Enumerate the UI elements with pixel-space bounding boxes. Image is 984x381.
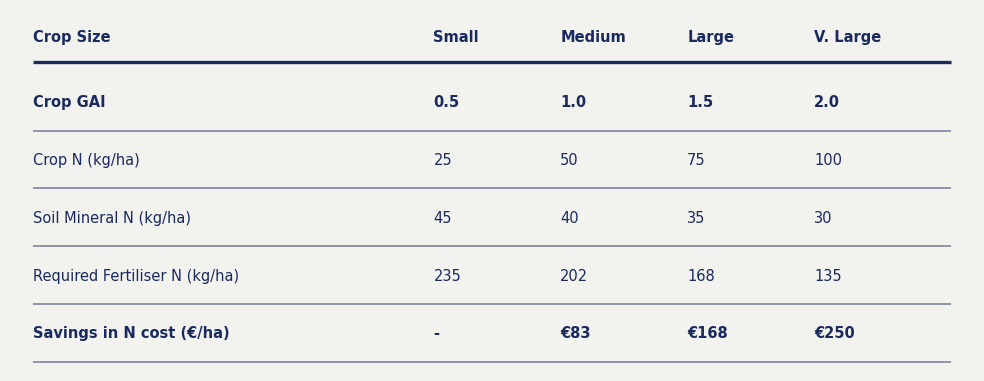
Text: Savings in N cost (€/ha): Savings in N cost (€/ha) <box>33 327 230 341</box>
Text: V. Large: V. Large <box>814 30 882 45</box>
Text: Crop N (kg/ha): Crop N (kg/ha) <box>33 153 140 168</box>
Text: Soil Mineral N (kg/ha): Soil Mineral N (kg/ha) <box>33 211 192 226</box>
Text: 40: 40 <box>560 211 579 226</box>
Text: 1.5: 1.5 <box>687 95 713 110</box>
Text: Crop GAI: Crop GAI <box>33 95 106 110</box>
Text: -: - <box>434 327 440 341</box>
Text: 1.0: 1.0 <box>560 95 586 110</box>
Text: Medium: Medium <box>560 30 626 45</box>
Text: 135: 135 <box>814 269 841 284</box>
Text: 45: 45 <box>434 211 452 226</box>
Text: Large: Large <box>687 30 734 45</box>
Text: 100: 100 <box>814 153 842 168</box>
Text: €168: €168 <box>687 327 728 341</box>
Text: Small: Small <box>434 30 479 45</box>
Text: Crop Size: Crop Size <box>33 30 111 45</box>
Text: Required Fertiliser N (kg/ha): Required Fertiliser N (kg/ha) <box>33 269 239 284</box>
Text: 35: 35 <box>687 211 706 226</box>
Text: 0.5: 0.5 <box>434 95 460 110</box>
Text: 2.0: 2.0 <box>814 95 840 110</box>
Text: 30: 30 <box>814 211 832 226</box>
Text: €83: €83 <box>560 327 590 341</box>
Text: 235: 235 <box>434 269 461 284</box>
Text: €250: €250 <box>814 327 855 341</box>
Text: 50: 50 <box>560 153 579 168</box>
Text: 202: 202 <box>560 269 588 284</box>
Text: 168: 168 <box>687 269 715 284</box>
Text: 25: 25 <box>434 153 452 168</box>
Text: 75: 75 <box>687 153 706 168</box>
